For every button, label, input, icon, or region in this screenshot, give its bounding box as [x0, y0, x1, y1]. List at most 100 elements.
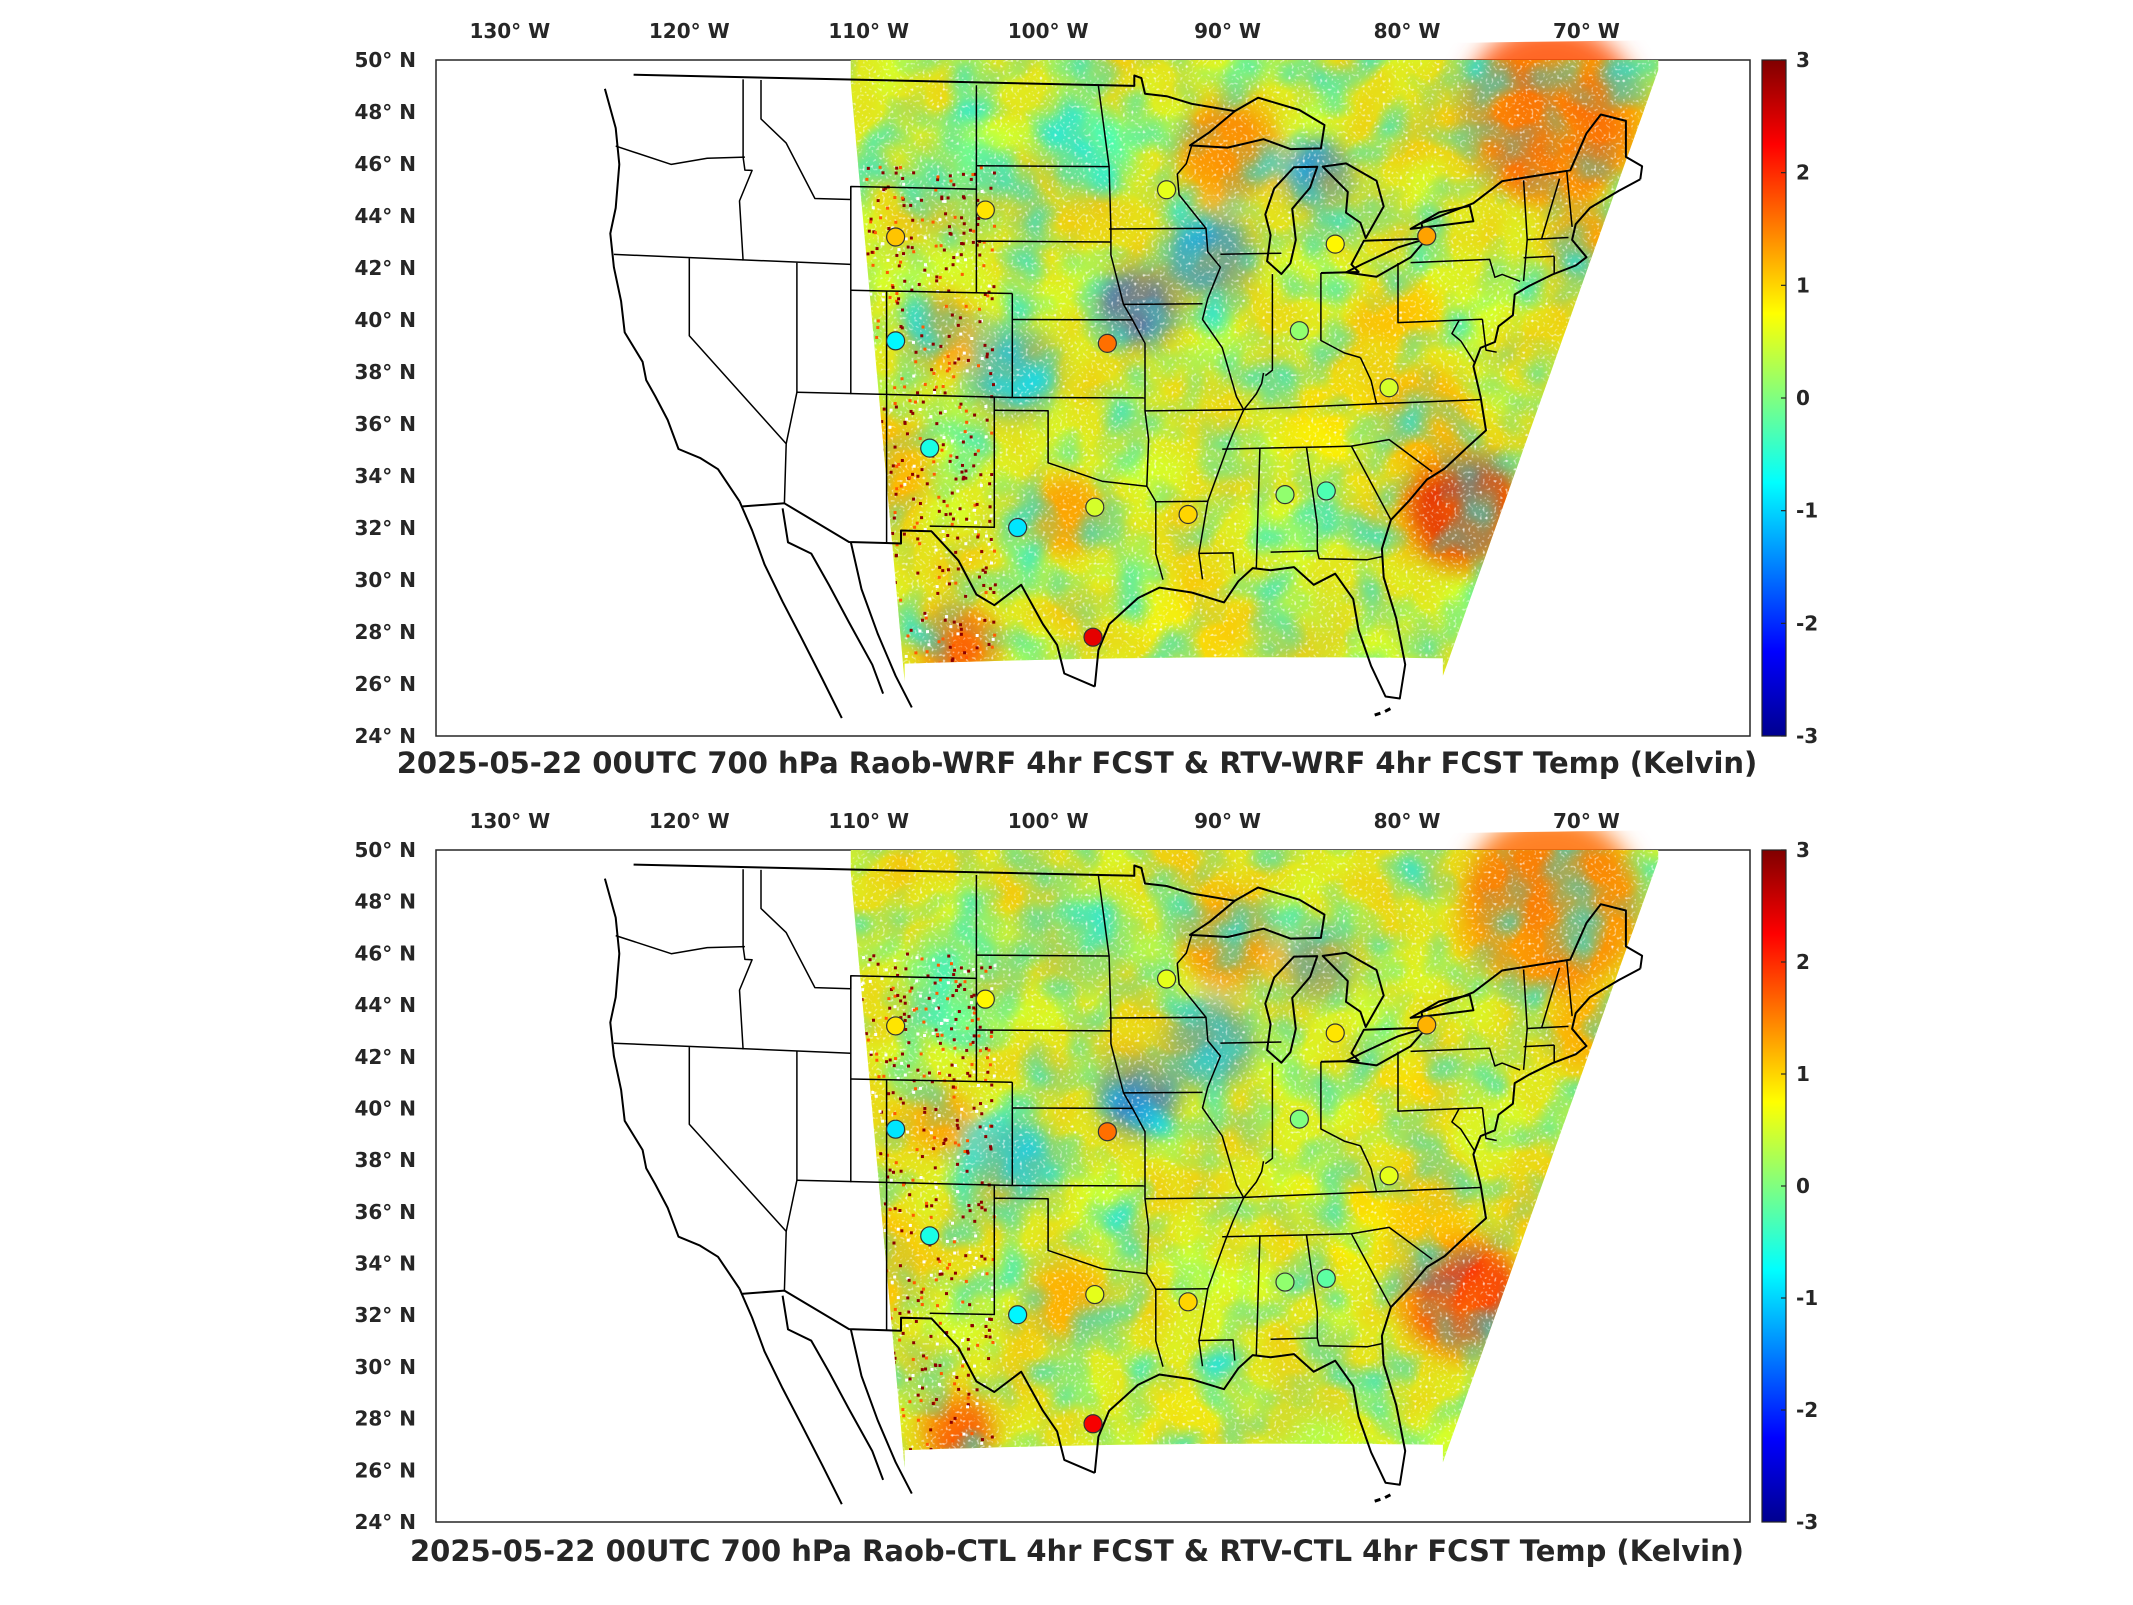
raob-station-marker — [1316, 1268, 1336, 1289]
raob-station-marker — [886, 1119, 906, 1139]
colorbar-tick-label: 3 — [1796, 48, 1810, 72]
colorbar-tick-label: -2 — [1796, 1398, 1818, 1422]
colorbar-tick-label: 1 — [1796, 1062, 1810, 1086]
latitude-label: 36° N — [354, 1200, 416, 1224]
longitude-label: 120° W — [649, 19, 730, 43]
raob-station-marker — [975, 200, 995, 220]
latitude-label: 42° N — [354, 256, 416, 280]
colorbar-tick-label: -1 — [1796, 1286, 1818, 1310]
colorbar-tick-label: 0 — [1796, 1174, 1810, 1198]
raob-station-marker — [1316, 481, 1336, 501]
colorbar-tick-label: 1 — [1796, 273, 1810, 297]
latitude-label: 42° N — [354, 1045, 416, 1069]
raob-station-marker — [1008, 1305, 1028, 1325]
raob-station-marker — [1275, 1272, 1295, 1292]
longitude-label: 130° W — [469, 19, 550, 43]
raob-station-marker — [920, 438, 940, 458]
latitude-label: 28° N — [354, 1407, 416, 1431]
raob-station-marker — [1275, 485, 1295, 505]
longitude-label: 70° W — [1553, 809, 1620, 833]
latitude-label: 30° N — [354, 568, 416, 592]
latitude-label: 44° N — [354, 204, 416, 228]
latitude-label: 32° N — [354, 516, 416, 540]
latitude-label: 44° N — [354, 993, 416, 1017]
latitude-label: 32° N — [354, 1303, 416, 1327]
longitude-label: 100° W — [1008, 19, 1089, 43]
temperature-field — [850, 40, 1659, 682]
raob-station-marker — [1156, 180, 1177, 200]
raob-station-marker — [886, 1016, 906, 1036]
latitude-label: 50° N — [354, 48, 416, 72]
colorbar-tick-label: -3 — [1796, 724, 1818, 748]
colorbar-tick-label: 0 — [1796, 386, 1810, 410]
state-borders — [613, 79, 1573, 580]
longitude-label: 110° W — [828, 19, 909, 43]
latitude-label: 46° N — [354, 152, 416, 176]
raob-stations — [886, 180, 1437, 647]
longitude-label: 90° W — [1194, 809, 1261, 833]
raob-station-marker — [1156, 969, 1177, 989]
raob-station-marker — [1289, 321, 1309, 341]
latitude-label: 26° N — [354, 1458, 416, 1482]
map-panel-bottom: 130° W 120° W 110° W 100° W 90° W 80° W 70° W 5… — [354, 809, 1818, 1534]
panel-title-top: 2025-05-22 00UTC 700 hPa Raob-WRF 4hr FC… — [396, 746, 1758, 780]
latitude-label: 34° N — [354, 464, 416, 488]
latitude-label: 30° N — [354, 1355, 416, 1379]
state-borders — [613, 869, 1573, 1367]
colorbar-tick-label: 2 — [1796, 950, 1810, 974]
colorbar-tick-label: 2 — [1796, 161, 1810, 185]
longitude-label: 80° W — [1374, 19, 1441, 43]
raob-station-marker — [1083, 1414, 1103, 1434]
raob-station-marker — [1325, 234, 1345, 254]
geography-lines — [603, 863, 1644, 1505]
raob-station-marker — [1178, 1292, 1198, 1312]
panel-title-bottom: 2025-05-22 00UTC 700 hPa Raob-CTL 4hr FC… — [409, 1534, 1744, 1568]
raob-station-marker — [1379, 378, 1399, 398]
longitude-label: 70° W — [1553, 19, 1620, 43]
longitude-label: 130° W — [469, 809, 550, 833]
latitude-label: 24° N — [354, 724, 416, 748]
raob-stations — [886, 969, 1437, 1434]
raob-station-marker — [920, 1226, 940, 1246]
longitude-label: 90° W — [1194, 19, 1261, 43]
raob-station-marker — [1417, 1015, 1437, 1035]
map-panel-top: 130° W 120° W 110° W 100° W 90° W 80° W 70° W 5… — [354, 19, 1818, 748]
latitude-label: 50° N — [354, 838, 416, 862]
latitude-label: 26° N — [354, 672, 416, 696]
raob-station-marker — [1325, 1023, 1345, 1043]
latitude-label: 36° N — [354, 412, 416, 436]
latitude-label: 46° N — [354, 941, 416, 965]
latitude-label: 40° N — [354, 308, 416, 332]
colorbar: 3 2 1 0 -1 -2 -3 — [1761, 838, 1818, 1534]
latitude-label: 38° N — [354, 1148, 416, 1172]
raob-station-marker — [886, 331, 906, 351]
colorbar-tick-label: -2 — [1796, 611, 1818, 635]
longitude-label: 120° W — [649, 809, 730, 833]
raob-station-marker — [1417, 226, 1437, 246]
latitude-label: 34° N — [354, 1252, 416, 1276]
raob-station-marker — [1379, 1166, 1399, 1186]
geography-lines — [603, 73, 1644, 719]
raob-station-marker — [1097, 333, 1117, 353]
colorbar-tick-label: -3 — [1796, 1510, 1818, 1534]
raob-station-marker — [1085, 497, 1105, 517]
latitude-label: 40° N — [354, 1096, 416, 1120]
raob-station-marker — [1097, 1122, 1117, 1142]
longitude-label: 100° W — [1008, 809, 1089, 833]
raob-station-marker — [1008, 517, 1028, 538]
longitude-label: 110° W — [828, 809, 909, 833]
latitude-label: 48° N — [354, 890, 416, 914]
raob-station-marker — [886, 227, 906, 247]
colorbar-tick-label: 3 — [1796, 838, 1810, 862]
longitude-label: 80° W — [1374, 809, 1441, 833]
colorbar: 3 2 1 0 -1 -2 -3 — [1761, 48, 1818, 748]
colorbar-tick-label: -1 — [1796, 499, 1818, 523]
temperature-field — [850, 830, 1659, 1468]
latitude-label: 48° N — [354, 100, 416, 124]
raob-station-marker — [975, 989, 995, 1009]
raob-station-marker — [1085, 1284, 1105, 1305]
raob-station-marker — [1083, 627, 1103, 647]
latitude-label: 28° N — [354, 620, 416, 644]
